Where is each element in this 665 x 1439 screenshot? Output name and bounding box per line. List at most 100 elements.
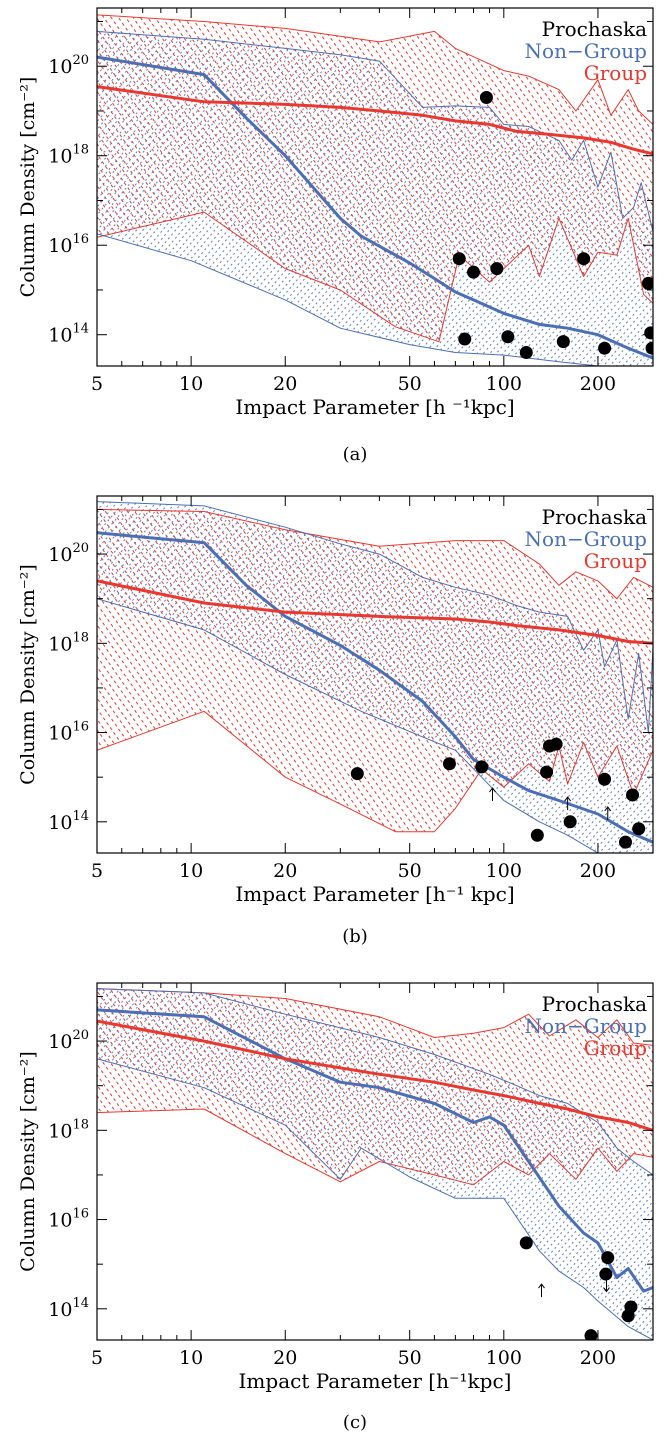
- limit-arrow-up: [538, 1283, 545, 1298]
- x-tick-label: 200: [580, 1347, 616, 1369]
- legend-entry: Non−Group: [525, 1014, 647, 1038]
- prochaska-point: [644, 326, 653, 340]
- y-tick-label: 1018: [48, 630, 89, 655]
- group-upper-line: [97, 508, 653, 600]
- group-median-line: [97, 579, 653, 645]
- group-upper-line: [97, 988, 653, 1046]
- y-tick-label: 1020: [48, 1028, 89, 1053]
- x-tick-label: 50: [398, 860, 422, 882]
- legend-entry: Prochaska: [542, 505, 647, 529]
- prochaska-point: [519, 346, 533, 360]
- prochaska-point: [490, 262, 504, 276]
- prochaska-point: [577, 252, 591, 266]
- y-tick-label: 1018: [48, 143, 89, 168]
- prochaska-point: [530, 828, 544, 842]
- prochaska-point: [645, 341, 653, 355]
- limit-arrow-up: [564, 796, 572, 811]
- x-axis-label: Impact Parameter [h ⁻¹kpc]: [235, 395, 514, 419]
- x-tick-label: 200: [580, 373, 616, 395]
- prochaska-point: [467, 265, 481, 279]
- prochaska-point: [563, 815, 577, 829]
- panel-caption: (a): [343, 444, 368, 465]
- prochaska-point: [601, 1251, 615, 1265]
- group-lower-line: [97, 710, 653, 833]
- y-tick-label: 1016: [48, 232, 89, 257]
- legend-entry: Prochaska: [542, 992, 647, 1016]
- x-tick-label: 5: [91, 860, 103, 882]
- group-median-line: [97, 85, 653, 156]
- non-group-lower-line: [97, 598, 653, 853]
- legend-entry: Prochaska: [542, 17, 647, 41]
- panel-caption: (b): [342, 926, 368, 947]
- legend-entry: Non−Group: [525, 527, 647, 551]
- prochaska-point: [479, 91, 493, 104]
- y-tick-label: 1020: [48, 53, 89, 78]
- prochaska-point: [556, 335, 570, 349]
- axes-frame: [96, 982, 654, 1341]
- y-tick-label: 1016: [48, 1207, 89, 1232]
- legend-entry: Non−Group: [525, 39, 647, 63]
- prochaska-point: [626, 788, 640, 802]
- prochaska-point: [501, 330, 515, 344]
- y-tick-label: 1014: [48, 322, 89, 347]
- y-tick-label: 1018: [48, 1117, 89, 1142]
- legend-entry: Group: [584, 549, 647, 573]
- prochaska-point: [540, 765, 554, 779]
- x-tick-label: 10: [179, 1347, 203, 1369]
- y-axis-label: Column Density [cm⁻²]: [17, 564, 39, 785]
- x-tick-label: 5: [91, 373, 103, 395]
- prochaska-point: [350, 767, 364, 781]
- limit-arrow-up: [604, 806, 612, 820]
- prochaska-point: [475, 760, 489, 774]
- prochaska-point: [618, 835, 632, 849]
- prochaska-point: [442, 757, 456, 771]
- limit-arrow-up: [489, 787, 496, 801]
- prochaska-point: [621, 1309, 635, 1323]
- prochaska-point: [598, 341, 612, 355]
- plot-area: [97, 988, 653, 1340]
- non-group-upper-line: [97, 30, 653, 232]
- prochaska-point: [598, 772, 612, 786]
- y-axis-label: Column Density [cm⁻²]: [17, 77, 39, 298]
- prochaska-point: [632, 822, 646, 836]
- y-tick-label: 1020: [48, 541, 89, 566]
- non-group-lower-line: [97, 1058, 653, 1340]
- limit-arrow-down: [603, 1278, 610, 1293]
- prochaska-point: [641, 276, 653, 290]
- x-tick-label: 20: [273, 373, 297, 395]
- prochaska-point: [584, 1329, 598, 1340]
- prochaska-point: [519, 1236, 533, 1250]
- non-group-band: [97, 501, 653, 853]
- x-tick-label: 10: [179, 373, 203, 395]
- x-tick-label: 5: [91, 1347, 103, 1369]
- x-axis-label: Impact Parameter [h⁻¹ kpc]: [235, 882, 514, 906]
- x-tick-label: 20: [273, 1347, 297, 1369]
- group-lower-line: [97, 1108, 653, 1186]
- y-tick-label: 1016: [48, 720, 89, 745]
- non-group-median-line: [97, 531, 653, 844]
- prochaska-point: [452, 252, 466, 266]
- x-tick-label: 50: [398, 373, 422, 395]
- non-group-median-line: [97, 55, 653, 360]
- y-tick-label: 1014: [48, 809, 89, 834]
- x-tick-label: 200: [580, 860, 616, 882]
- group-upper-line: [97, 14, 653, 125]
- prochaska-point: [599, 1267, 613, 1281]
- panel-caption: (c): [343, 1412, 367, 1433]
- non-group-lower-line: [97, 233, 653, 366]
- x-tick-label: 50: [398, 1347, 422, 1369]
- plot-area: [97, 501, 653, 853]
- axes-frame: [96, 495, 654, 854]
- legend-entry: Group: [584, 1036, 647, 1060]
- x-tick-label: 100: [486, 373, 522, 395]
- prochaska-point: [549, 737, 563, 751]
- prochaska-point: [458, 332, 472, 346]
- non-group-band: [97, 988, 653, 1340]
